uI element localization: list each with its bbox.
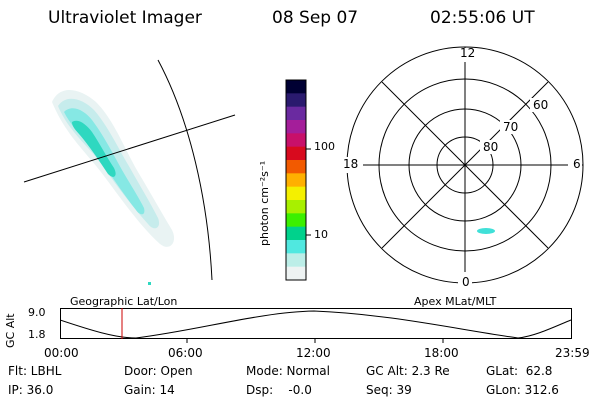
- colorbar-tick-10: 10: [314, 228, 328, 241]
- door-info: Door: Open: [124, 364, 193, 378]
- colorbar-stripe: [286, 226, 306, 241]
- gc-alt-info: GC Alt: 2.3 Re: [366, 364, 450, 378]
- timeline-right-label: Apex MLat/MLT: [414, 295, 497, 308]
- gain-info: Gain: 14: [124, 383, 175, 397]
- time-label: 02:55:06 UT: [430, 8, 535, 28]
- polar-plot: [341, 46, 584, 286]
- colorbar-stripe: [286, 173, 306, 188]
- mlt-label-0: 0: [462, 275, 470, 289]
- colorbar-stripe: [286, 186, 306, 201]
- colorbar-stripe: [286, 146, 306, 161]
- lat-label-70: 70: [503, 120, 519, 134]
- ip-info: IP: 36.0: [8, 383, 54, 397]
- mlt-label-12: 12: [460, 46, 476, 60]
- filter-info: Flt: LBHL: [8, 364, 62, 378]
- colorbar-stripe: [286, 240, 306, 254]
- color-bar: [285, 79, 307, 281]
- colorbar-stripe: [286, 213, 306, 228]
- altitude-timeline-plot: [60, 308, 572, 343]
- geographic-image-panel: [23, 59, 236, 285]
- aurora-emission-blob: [52, 89, 175, 285]
- timeline-tick-1200: 12:00: [296, 346, 331, 360]
- altitude-curve: [60, 310, 572, 339]
- colorbar-stripe: [286, 120, 306, 134]
- timeline-left-label: Geographic Lat/Lon: [70, 295, 178, 308]
- colorbar-tick-marks: [306, 148, 311, 236]
- timeline-axis-title: GC Alt: [4, 313, 17, 348]
- colorbar-tick-100: 100: [314, 140, 335, 153]
- mlt-label-6: 6: [573, 157, 581, 171]
- colorbar-stripe: [286, 106, 306, 121]
- colorbar-unit-label: photon cm⁻²s⁻¹: [258, 160, 271, 246]
- timeline-y-top: 9.0: [28, 306, 46, 319]
- glat-info: GLat: 62.8: [486, 364, 553, 378]
- mlt-label-18: 18: [343, 157, 359, 171]
- dsp-info: Dsp: -0.0: [246, 383, 312, 397]
- glon-info: GLon: 312.6: [486, 383, 559, 397]
- lat-label-60: 60: [533, 98, 549, 112]
- lat-label-80: 80: [483, 140, 499, 154]
- timeline-tick-0000: 00:00: [44, 346, 79, 360]
- mode-info: Mode: Normal: [246, 364, 330, 378]
- colorbar-stripe: [286, 266, 306, 281]
- seq-info: Seq: 39: [366, 383, 412, 397]
- timeline-y-bottom: 1.8: [28, 328, 46, 341]
- colorbar-stripe: [286, 93, 306, 108]
- timeline-tick-1800: 18:00: [424, 346, 459, 360]
- colorbar-stripe: [286, 80, 306, 94]
- colorbar-stripe: [286, 133, 306, 148]
- timeline-tick-0600: 06:00: [168, 346, 203, 360]
- colorbar-stripe: [286, 160, 306, 174]
- colorbar-stripe: [286, 200, 306, 214]
- date-label: 08 Sep 07: [272, 8, 359, 28]
- polar-emission-spot: [477, 228, 495, 234]
- colorbar-stripe: [286, 253, 306, 268]
- geographic-grid-arc: [157, 59, 213, 281]
- geographic-grid-line: [23, 114, 236, 183]
- timeline-tick-2359: 23:59: [555, 346, 590, 360]
- instrument-title: Ultraviolet Imager: [48, 8, 202, 28]
